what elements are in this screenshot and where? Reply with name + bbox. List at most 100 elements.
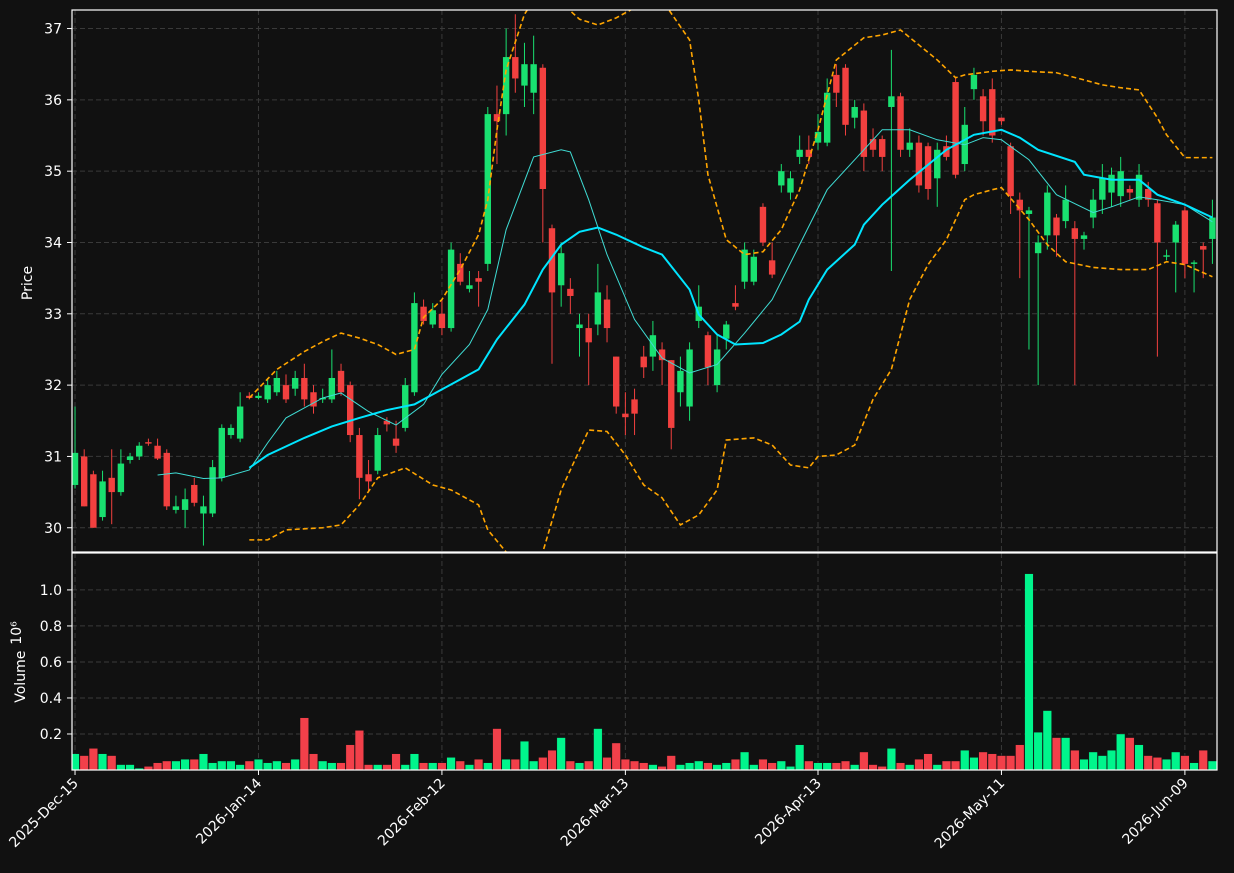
volume-bar bbox=[419, 762, 429, 770]
volume-bar bbox=[327, 762, 337, 770]
volume-offset: 10⁶ bbox=[9, 621, 25, 645]
candle-body bbox=[172, 506, 180, 510]
volume-bar bbox=[519, 740, 529, 770]
overlay-line bbox=[248, 128, 1213, 469]
candle-body bbox=[1117, 171, 1124, 197]
volume-bar bbox=[987, 753, 997, 770]
volume-label: Volume bbox=[13, 651, 29, 703]
volume-bar bbox=[1116, 733, 1126, 770]
candle-body bbox=[319, 397, 326, 400]
candle-body bbox=[704, 335, 712, 368]
volume-bar bbox=[428, 762, 438, 770]
candle-body bbox=[970, 74, 978, 90]
volume-bar bbox=[996, 755, 1006, 770]
volume-bar bbox=[72, 753, 80, 770]
candle-body bbox=[759, 206, 767, 243]
y-tick-label: 37 bbox=[44, 22, 62, 38]
volume-bar bbox=[1171, 751, 1181, 770]
candle-body bbox=[888, 96, 895, 107]
volume-bar bbox=[712, 764, 722, 770]
candle-body bbox=[438, 313, 446, 329]
candle-body bbox=[943, 146, 950, 157]
volume-bar bbox=[740, 751, 750, 770]
overlay-line bbox=[157, 129, 1213, 480]
volume-bar bbox=[318, 760, 328, 770]
candle-body bbox=[392, 438, 400, 446]
candle-body bbox=[851, 106, 858, 118]
candle-body bbox=[466, 285, 473, 289]
volume-bar bbox=[345, 744, 355, 770]
candle-body bbox=[374, 435, 381, 471]
volume-bar bbox=[639, 762, 649, 770]
volume-bar bbox=[464, 764, 474, 770]
volume-bar bbox=[244, 760, 254, 770]
candle-body bbox=[218, 427, 225, 478]
y-tick-label: 0.6 bbox=[40, 655, 62, 671]
volume-bar bbox=[593, 728, 603, 770]
volume-bar bbox=[253, 758, 263, 770]
candle-body bbox=[328, 377, 336, 400]
candle-body bbox=[713, 349, 721, 386]
volume-bar bbox=[1198, 749, 1208, 770]
volume-bar bbox=[703, 762, 713, 770]
candle-body bbox=[80, 456, 88, 507]
candle-body bbox=[1044, 192, 1051, 236]
volume-bar bbox=[685, 762, 695, 770]
candle-body bbox=[869, 139, 877, 150]
y-tick-label: 31 bbox=[44, 449, 62, 465]
volume-bar bbox=[804, 760, 814, 770]
volume-bar bbox=[960, 749, 970, 770]
candle-body bbox=[273, 377, 281, 393]
volume-bar bbox=[437, 762, 447, 770]
volume-bar bbox=[721, 762, 731, 770]
volume-bar bbox=[749, 764, 759, 770]
candle-body bbox=[337, 370, 345, 393]
volume-bar bbox=[354, 730, 364, 770]
candle-body bbox=[1089, 199, 1097, 218]
candle-body bbox=[787, 178, 794, 193]
volume-bar bbox=[1024, 573, 1034, 770]
candle-body bbox=[90, 474, 97, 528]
volume-bar bbox=[1079, 758, 1089, 770]
candle-body bbox=[668, 360, 675, 428]
candle-body bbox=[778, 171, 785, 186]
candle-body bbox=[603, 299, 611, 329]
candle-body bbox=[1062, 199, 1069, 222]
candle-body bbox=[842, 67, 849, 125]
candle-body bbox=[301, 377, 308, 400]
candle-body bbox=[126, 456, 134, 461]
volume-bar bbox=[932, 764, 942, 770]
candle-body bbox=[686, 349, 693, 407]
volume-bar bbox=[272, 760, 282, 770]
candle-body bbox=[365, 474, 372, 482]
candle-body bbox=[934, 149, 941, 179]
volume-bar bbox=[914, 758, 924, 770]
y-tick-label: 0.2 bbox=[40, 727, 62, 743]
candle-body bbox=[1025, 210, 1033, 214]
volume-bar bbox=[896, 762, 906, 770]
candle-body bbox=[108, 477, 115, 493]
candle-body bbox=[796, 149, 803, 157]
volume-bar bbox=[180, 758, 190, 770]
volume-bar bbox=[978, 751, 988, 770]
volume-bar bbox=[795, 744, 805, 770]
candle-body bbox=[1108, 174, 1115, 193]
volume-bar bbox=[290, 758, 300, 770]
volume-bar bbox=[730, 758, 740, 770]
y-tick-label: 34 bbox=[44, 235, 62, 251]
candle-body bbox=[1053, 217, 1060, 236]
volume-bar bbox=[501, 758, 511, 770]
candle-body bbox=[576, 324, 583, 329]
volume-bar bbox=[767, 762, 777, 770]
candle-body bbox=[1163, 255, 1170, 257]
candle-body bbox=[1172, 224, 1179, 243]
candle-body bbox=[530, 64, 537, 93]
price-axis-label: Price bbox=[20, 266, 36, 300]
candle-body bbox=[1099, 178, 1106, 200]
volume-bar bbox=[813, 762, 823, 770]
candle-body bbox=[191, 484, 198, 503]
volume-bar bbox=[1134, 744, 1144, 770]
price-panel bbox=[72, 10, 1216, 552]
candle-body bbox=[512, 57, 519, 79]
candle-body bbox=[585, 328, 592, 343]
